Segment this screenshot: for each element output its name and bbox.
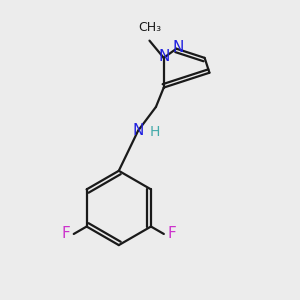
Text: N: N — [132, 123, 144, 138]
Text: N: N — [158, 49, 169, 64]
Text: F: F — [61, 226, 70, 242]
Text: N: N — [172, 40, 184, 55]
Text: CH₃: CH₃ — [138, 21, 161, 34]
Text: F: F — [168, 226, 176, 242]
Text: H: H — [149, 125, 160, 139]
